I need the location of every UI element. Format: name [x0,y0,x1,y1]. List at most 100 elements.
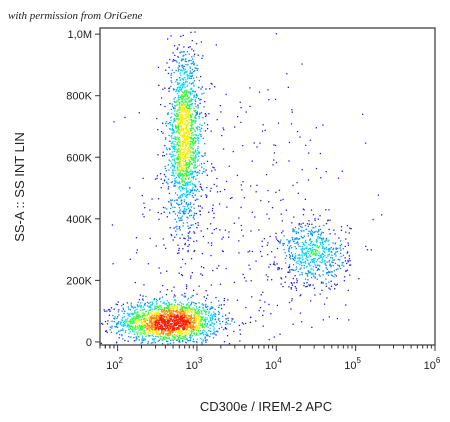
data-point [294,259,296,262]
data-point [185,128,187,130]
data-point [142,338,144,340]
data-point [147,342,149,344]
data-point [174,105,176,107]
data-point [163,313,165,316]
data-point [298,260,300,262]
data-point [205,341,207,343]
data-point [180,60,183,62]
data-point [313,260,315,262]
data-point [158,339,160,341]
data-point [261,255,263,257]
data-point [126,312,128,315]
data-point [185,333,188,336]
data-point [190,122,192,124]
data-point [189,308,191,310]
data-point [282,198,284,201]
data-point [262,325,264,327]
data-point [176,93,179,95]
data-point [201,343,203,345]
data-point [311,235,313,237]
data-point [302,243,304,245]
data-point [150,327,153,329]
data-point [192,217,194,219]
data-point [179,316,182,318]
data-point [193,212,196,214]
data-point [194,117,196,119]
data-point [210,319,212,321]
data-point [308,272,310,274]
data-point [195,178,197,180]
data-point [182,340,184,343]
data-point [149,209,151,211]
data-point [381,214,383,216]
data-point [202,331,204,333]
data-point [331,257,334,259]
data-point [188,162,191,164]
data-point [291,222,293,224]
data-point [276,263,278,265]
data-point [127,340,129,342]
data-point [179,153,181,156]
data-point [106,323,109,325]
data-point [316,250,318,252]
data-point [188,315,190,317]
data-point [189,315,191,317]
data-point [189,143,191,145]
data-point [184,154,186,157]
data-point [153,320,156,323]
data-point [185,335,187,337]
data-point [184,94,187,96]
data-point [164,308,166,311]
data-point [194,103,196,105]
data-point [208,321,210,323]
data-point [133,311,136,313]
data-point [192,151,194,153]
data-point [349,260,351,262]
data-point [181,320,183,322]
data-point [168,330,170,333]
data-point [292,264,295,266]
data-point [175,185,177,187]
data-point [295,231,297,233]
data-point [200,273,202,275]
data-point [165,333,167,335]
data-point [173,310,175,313]
data-point [300,225,302,228]
data-point [279,242,281,244]
data-point [169,212,171,214]
data-point [190,103,192,105]
data-point [158,218,160,220]
data-point [196,153,198,156]
data-point [204,318,206,321]
data-point [124,322,126,324]
data-point [149,324,151,327]
data-point [159,317,161,319]
data-point [183,72,186,74]
data-point [133,331,135,333]
data-point [242,145,244,147]
data-point [192,60,194,63]
data-point [174,149,176,151]
data-point [182,154,184,156]
data-point [316,253,318,255]
data-point [177,323,179,325]
data-point [193,70,195,73]
data-point [178,96,180,98]
data-point [181,135,183,137]
data-point [250,280,252,282]
data-point [181,193,183,195]
data-point [140,307,142,309]
data-point [169,122,172,124]
data-point [132,313,135,316]
data-point [197,137,199,140]
data-point [193,322,195,324]
data-point [194,161,196,164]
data-point [204,113,206,115]
data-point [183,336,185,338]
data-point [178,104,180,106]
data-point [171,310,173,312]
data-point [187,97,189,99]
data-point [210,320,212,322]
data-point [145,314,147,316]
data-point [227,319,229,321]
